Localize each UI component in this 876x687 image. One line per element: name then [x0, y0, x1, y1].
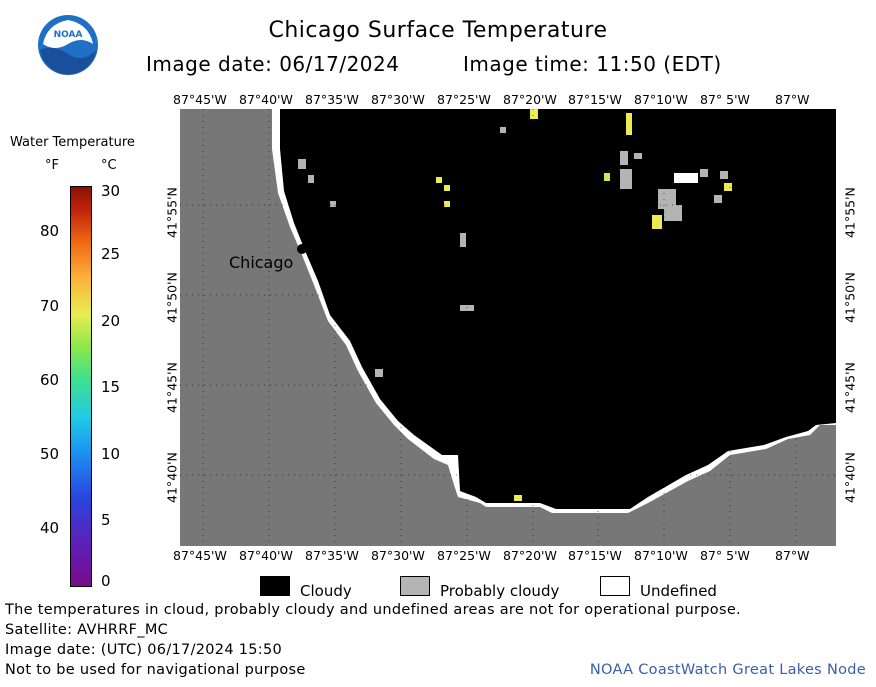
colorbar-gradient	[70, 186, 92, 587]
longitude-label-top: 87°30'W	[371, 92, 425, 107]
colorbar-f-label: 60	[40, 371, 60, 389]
temperature-pixel	[626, 113, 632, 135]
longitude-label-top: 87° 5'W	[700, 92, 750, 107]
legend-label-cloudy: Cloudy	[300, 582, 352, 600]
longitude-label-top: 87°45'W	[173, 92, 227, 107]
longitude-label-bottom: 87°45'W	[173, 548, 227, 563]
longitude-label-bottom: 87° 5'W	[700, 548, 750, 563]
colorbar-f-label: 80	[40, 222, 60, 240]
probably-cloudy-patch	[700, 169, 708, 177]
temperature-pixel	[530, 109, 538, 119]
undefined-patch	[674, 173, 698, 183]
colorbar-unit-f: °F	[45, 158, 59, 173]
probably-cloudy-patch	[375, 369, 383, 377]
footer-credit: NOAA CoastWatch Great Lakes Node	[589, 662, 866, 678]
longitude-label-bottom: 87°30'W	[371, 548, 425, 563]
temperature-pixel	[724, 183, 732, 191]
longitude-label-bottom: 87°10'W	[634, 548, 688, 563]
longitude-label-top: 87°10'W	[634, 92, 688, 107]
colorbar-f-label: 70	[40, 297, 60, 315]
probably-cloudy-patch	[460, 305, 474, 311]
longitude-label-bottom: 87°35'W	[305, 548, 359, 563]
colorbar-c-label: 20	[101, 312, 121, 330]
latitude-label-left: 41°40'N	[164, 452, 180, 503]
colorbar-c-label: 25	[101, 245, 121, 263]
footer-nav-warning: Not to be used for navigational purpose	[5, 662, 306, 678]
colorbar-c-label: 5	[101, 511, 111, 529]
map-svg	[180, 109, 836, 546]
longitude-label-top: 87°20'W	[503, 92, 557, 107]
probably-cloudy-patch	[308, 175, 314, 183]
temperature-pixel	[436, 177, 442, 183]
probably-cloudy-patch	[664, 205, 682, 221]
probably-cloudy-patch	[720, 171, 728, 179]
latitude-label-right: 41°45'N	[842, 362, 858, 413]
probably-cloudy-patch	[634, 153, 642, 159]
longitude-label-bottom: 87°15'W	[568, 548, 622, 563]
latitude-label-left: 41°55'N	[164, 187, 180, 238]
page-title: Chicago Surface Temperature	[268, 18, 608, 43]
probably-cloudy-patch	[620, 169, 632, 189]
image-time: Image time: 11:50 (EDT)	[463, 52, 722, 76]
temperature-pixel	[514, 495, 522, 501]
footer-note: The temperatures in cloud, probably clou…	[5, 602, 741, 618]
legend-swatch-probably-cloudy	[400, 576, 430, 596]
probably-cloudy-patch	[460, 233, 466, 247]
graticule	[180, 109, 836, 546]
colorbar-c-label: 15	[101, 378, 121, 396]
probably-cloudy-patch	[658, 189, 676, 209]
city-label: Chicago	[229, 253, 294, 272]
legend-swatch-cloudy	[260, 576, 290, 596]
colorbar-title: Water Temperature	[10, 135, 135, 150]
temperature-pixel	[444, 201, 450, 207]
footer-satellite: Satellite: AVHRRF_MC	[5, 622, 169, 638]
latitude-label-left: 41°45'N	[164, 362, 180, 413]
probably-cloudy-patch	[620, 151, 628, 165]
legend-swatch-undefined	[600, 576, 630, 596]
longitude-label-bottom: 87°25'W	[437, 548, 491, 563]
colorbar-c-label: 0	[101, 572, 111, 590]
probably-cloudy-patch	[330, 201, 336, 207]
image-date: Image date: 06/17/2024	[146, 52, 400, 76]
latitude-label-right: 41°40'N	[842, 452, 858, 503]
probably-cloudy-patch	[500, 127, 506, 133]
legend-label-probably-cloudy: Probably cloudy	[440, 582, 560, 600]
colorbar-unit-c: °C	[101, 158, 117, 173]
noaa-logo: NOAA	[37, 14, 99, 76]
map-panel	[180, 109, 836, 546]
longitude-label-bottom: 87°20'W	[503, 548, 557, 563]
latitude-label-left: 41°50'N	[164, 272, 180, 323]
longitude-label-bottom: 87°40'W	[239, 548, 293, 563]
colorbar-c-label: 30	[101, 182, 121, 200]
legend-label-undefined: Undefined	[640, 582, 717, 600]
longitude-label-top: 87°25'W	[437, 92, 491, 107]
colorbar-f-label: 40	[40, 519, 60, 537]
longitude-label-bottom: 87°W	[775, 548, 810, 563]
temperature-pixel	[604, 173, 610, 181]
longitude-label-top: 87°15'W	[568, 92, 622, 107]
footer-utc-date: Image date: (UTC) 06/17/2024 15:50	[5, 642, 283, 658]
svg-text:NOAA: NOAA	[54, 30, 83, 40]
longitude-label-top: 87°W	[775, 92, 810, 107]
latitude-label-right: 41°50'N	[842, 272, 858, 323]
colorbar-c-label: 10	[101, 445, 121, 463]
latitude-label-right: 41°55'N	[842, 187, 858, 238]
longitude-label-top: 87°40'W	[239, 92, 293, 107]
temperature-pixel	[444, 185, 450, 191]
colorbar-f-label: 50	[40, 445, 60, 463]
chicago-marker	[297, 244, 307, 254]
probably-cloudy-patch	[714, 195, 722, 203]
temperature-pixel	[652, 215, 662, 229]
cloudy-area	[280, 109, 836, 509]
probably-cloudy-patch	[298, 159, 306, 169]
longitude-label-top: 87°35'W	[305, 92, 359, 107]
